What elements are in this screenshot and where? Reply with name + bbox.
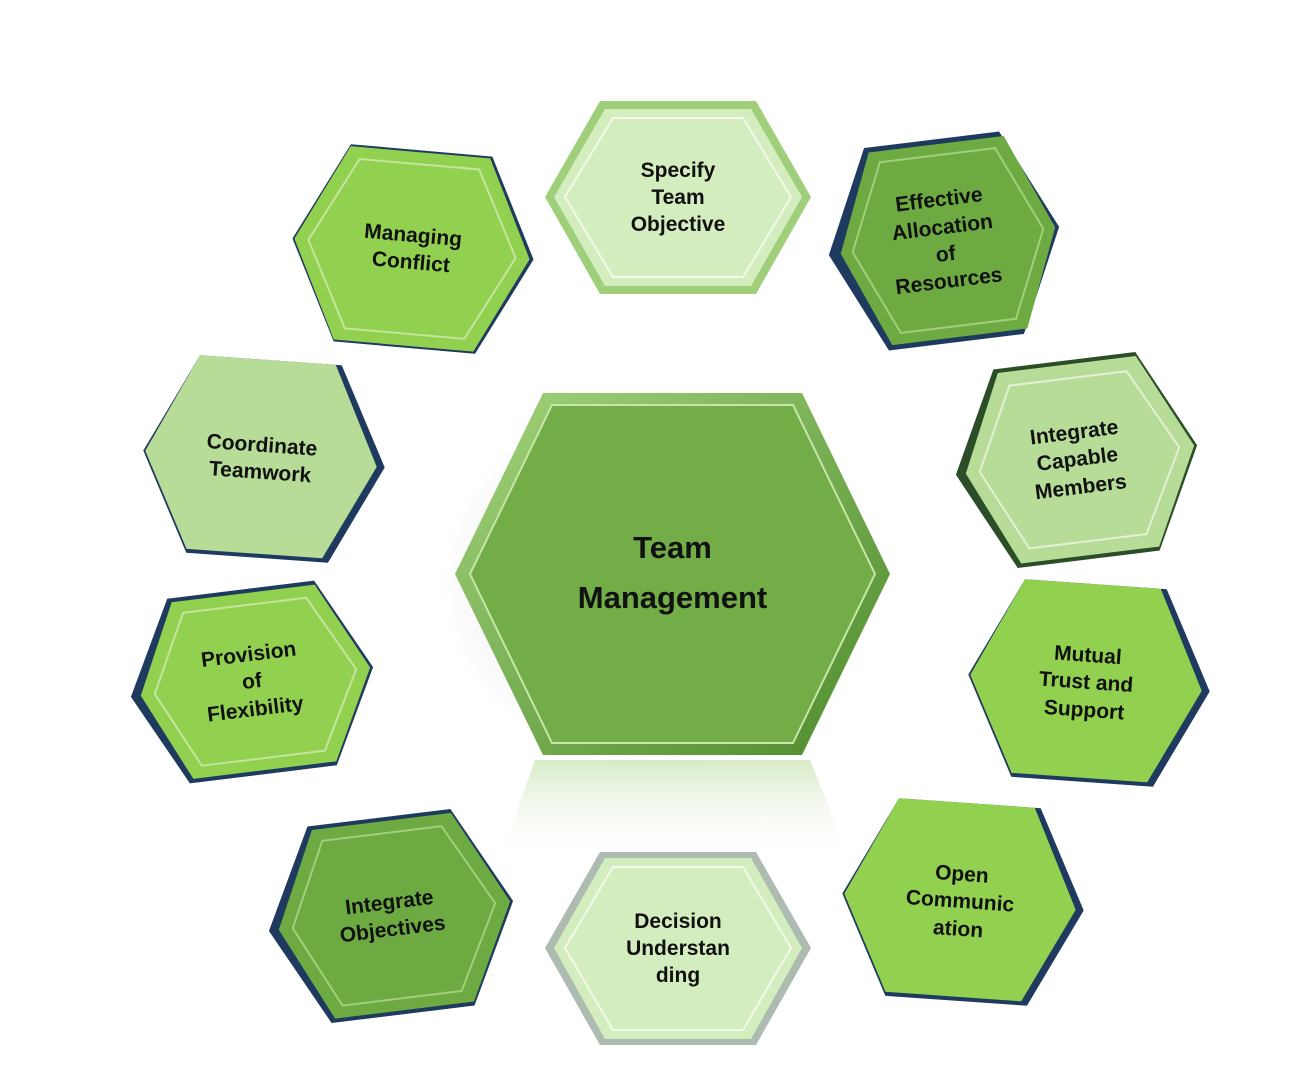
node-label: Effective Allocation of Resources: [890, 183, 1004, 300]
node-coordinate-teamwork: Coordinate Teamwork: [136, 352, 391, 566]
node-effective-allocation: Effective Allocation of Resources: [816, 126, 1071, 357]
node-label: Specify Team Objective: [630, 158, 726, 237]
node-label: Managing Conflict: [363, 219, 464, 278]
node-label: Mutual Trust and Support: [1038, 641, 1134, 725]
node-managing-conflict: Managing Conflict: [284, 140, 542, 358]
node-integrate-objectives: Integrate Objectives: [257, 803, 525, 1030]
node-open-communication: Open Communic ation: [835, 795, 1090, 1009]
center-hexagon: Team Management: [440, 393, 890, 768]
node-integrate-capable-members: Integrate Capable Members: [944, 346, 1210, 574]
node-label: Decision Understan ding: [626, 909, 730, 988]
node-label: Integrate Objectives: [338, 885, 447, 948]
node-label: Coordinate Teamwork: [205, 429, 319, 488]
node-decision-understanding: Decision Understan ding: [545, 852, 811, 1045]
node-label: Integrate Capable Members: [1028, 415, 1128, 504]
node-label: Open Communic ation: [905, 861, 1015, 943]
node-provision-of-flexibility: Provision of Flexibility: [120, 575, 385, 789]
node-mutual-trust: Mutual Trust and Support: [961, 576, 1216, 790]
node-specify-team-objective: Specify Team Objective: [545, 101, 811, 294]
center-label: Team Management: [577, 530, 768, 615]
node-label: Provision of Flexibility: [199, 637, 305, 727]
